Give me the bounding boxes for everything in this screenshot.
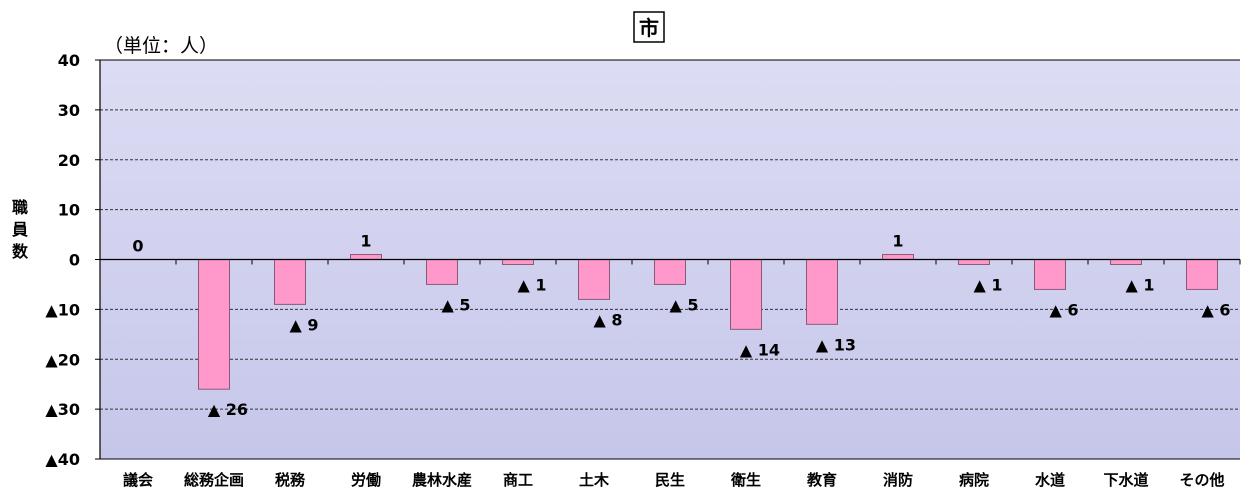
unit-note: （単位：人） [104,35,218,57]
x-tick-label: 下水道 [1103,471,1148,489]
y-axis-label-char: 職 [12,198,28,217]
y-axis-label-char: 員 [11,220,28,239]
bar [350,254,382,260]
bars [198,254,1218,390]
data-label: 0 [132,237,143,256]
bar [426,259,458,285]
x-tick-label: 教育 [806,471,837,489]
bar [578,259,610,300]
x-tick-label: 土木 [579,471,610,489]
data-label: ▲ 26 [208,400,248,419]
y-tick-labels: 40 30 20 10 0 ▲10 ▲20 ▲30 ▲40 [45,51,80,469]
y-tick-label: 30 [58,101,80,120]
bar [654,259,686,285]
data-label: ▲ 1 [973,275,1002,294]
x-tick-label: 民生 [655,471,685,489]
data-label: 1 [892,232,903,251]
y-tick-label: ▲20 [45,350,80,369]
y-tick-label: 10 [58,201,80,220]
x-tick-label: 税務 [275,471,306,489]
data-label: ▲ 14 [740,340,780,359]
bar [1110,259,1142,265]
x-tick-label: 消防 [883,471,913,489]
x-tick-label: 総務企画 [184,471,244,489]
y-axis-label: 職員数 [11,198,29,261]
chart-title: 市 [639,16,659,40]
data-label: ▲ 6 [1201,300,1230,319]
title-box [633,11,665,43]
bar [1186,259,1218,290]
y-tick-label: 0 [69,251,80,270]
x-tick-label: 農林水産 [412,471,472,489]
bar [274,259,306,305]
data-label: ▲ 5 [441,295,470,314]
data-label: ▲ 5 [669,295,698,314]
data-label: 1 [360,232,371,251]
x-tick-label: 衛生 [730,471,761,489]
y-tick-label: ▲40 [45,450,80,469]
bar [806,259,838,325]
y-tick-label: 20 [58,151,80,170]
y-axis-label-char: 数 [12,242,29,261]
data-label: ▲ 1 [517,275,546,294]
data-label: ▲ 13 [816,335,856,354]
bar [198,259,230,390]
x-tick-label: その他 [1179,471,1224,489]
y-tick-label: ▲10 [45,300,80,319]
bar [502,259,534,265]
x-tick-label: 病院 [959,471,989,489]
y-tick-label: 40 [58,51,80,70]
bar [730,259,762,330]
data-labels: 0 ▲ 26 ▲ 9 1 ▲ 5 ▲ 1 ▲ 8 ▲ 5 ▲ 14 ▲ 13 1 ▲ 1 ▲ 6 ▲ 1 ▲… [132,232,1230,420]
data-label: ▲ 6 [1049,300,1078,319]
bar [958,259,990,265]
y-tick-label: ▲30 [45,400,80,419]
x-tick-label: 議会 [123,471,153,489]
data-label: ▲ 1 [1125,275,1154,294]
axes [95,59,1241,460]
x-tick-labels: 議会 総務企画 税務 労働 農林水産 商工 土木 民生 衛生 教育 消防 病院 水道 下水道 その他 [123,471,1225,489]
x-tick-label: 労働 [351,471,381,489]
x-tick-label: 水道 [1035,471,1065,489]
bar [1034,259,1066,290]
x-tick-label: 商工 [503,471,533,489]
bar [882,254,914,260]
data-label: ▲ 9 [289,315,318,334]
data-label: ▲ 8 [593,310,622,329]
grid-lines [100,109,1240,410]
